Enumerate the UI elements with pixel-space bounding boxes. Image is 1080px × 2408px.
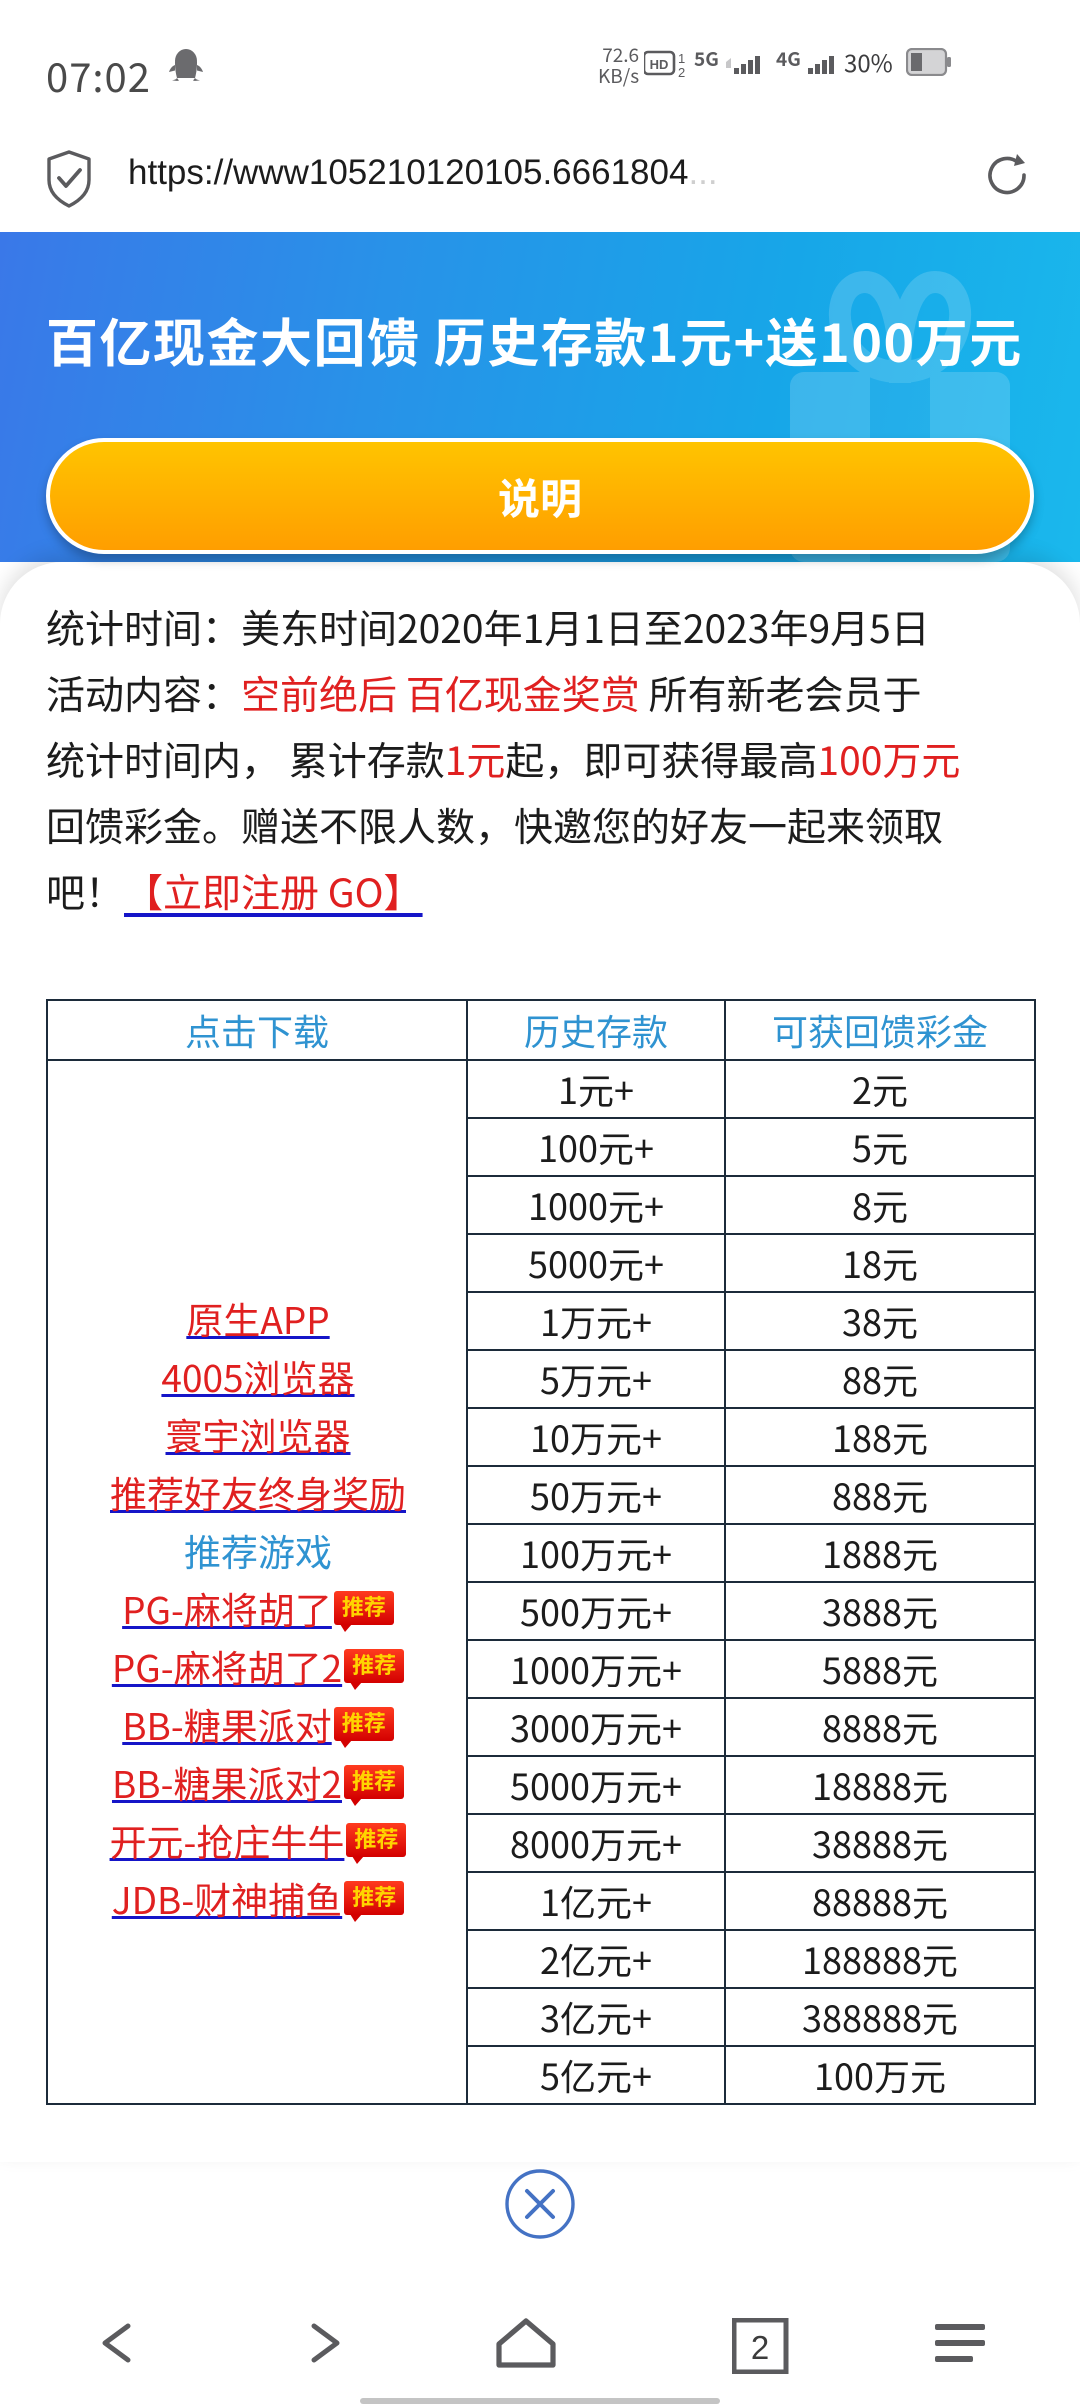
svg-text:2: 2	[678, 65, 685, 80]
svg-text:2: 2	[751, 2329, 769, 2366]
svg-text:1: 1	[678, 51, 685, 66]
svg-text:HD: HD	[650, 57, 669, 72]
